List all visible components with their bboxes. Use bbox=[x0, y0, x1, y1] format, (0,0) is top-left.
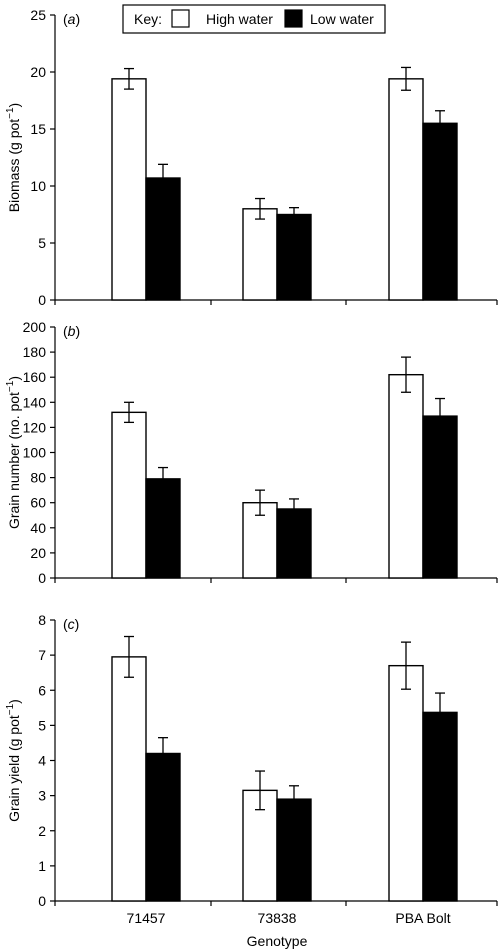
bar-low-water bbox=[276, 213, 312, 301]
y-axis-title-superscript: −1 bbox=[5, 380, 16, 392]
y-axis-title-main: Biomass (g pot bbox=[6, 119, 22, 212]
y-axis-title-main: Grain number (no. pot bbox=[6, 392, 22, 529]
panel-label: (b) bbox=[63, 323, 80, 339]
y-axis-title-close: ) bbox=[6, 376, 22, 381]
y-tick-label: 0 bbox=[38, 292, 46, 308]
bar-low-water bbox=[145, 752, 181, 902]
legend-swatch-low-water bbox=[284, 9, 303, 28]
legend: Key: High water Low water bbox=[122, 4, 386, 34]
y-tick-label: 1 bbox=[38, 858, 46, 874]
y-tick-label: 8 bbox=[38, 612, 46, 628]
y-tick-label: 200 bbox=[23, 319, 47, 335]
panel-c: 0 1 2 3 4 5 6 7 8 (c) Grain yield (g pot−1) 71457 73… bbox=[5, 612, 498, 926]
bar-high-water bbox=[388, 78, 424, 301]
y-tick-label: 15 bbox=[30, 121, 46, 137]
y-axis-title-close: ) bbox=[6, 103, 22, 108]
y-axis-title-main: Grain yield (g pot bbox=[6, 715, 22, 822]
y-tick-label: 180 bbox=[23, 344, 47, 360]
x-axis-title: Genotype bbox=[247, 933, 308, 949]
panel-label-letter: a bbox=[68, 11, 76, 27]
y-tick-label: 3 bbox=[38, 788, 46, 804]
x-tick-label: PBA Bolt bbox=[395, 910, 450, 926]
y-tick-label: 10 bbox=[30, 178, 46, 194]
y-axis-title-superscript: −1 bbox=[5, 107, 16, 119]
panel-label: (c) bbox=[63, 616, 79, 632]
x-tick-label: 71457 bbox=[127, 910, 166, 926]
y-tick-label: 0 bbox=[38, 893, 46, 909]
y-tick-label: 20 bbox=[30, 64, 46, 80]
bar-high-water bbox=[111, 656, 147, 902]
y-tick-label: 40 bbox=[30, 520, 46, 536]
bar-low-water bbox=[276, 798, 312, 902]
y-axis-title-superscript: −1 bbox=[5, 703, 16, 715]
bar-high-water bbox=[388, 664, 424, 902]
panel-label-letter: b bbox=[68, 323, 76, 339]
y-axis-title: Grain number (no. pot−1) bbox=[5, 376, 22, 529]
legend-label-high-water: High water bbox=[206, 11, 273, 27]
y-tick-label: 20 bbox=[30, 545, 46, 561]
panel-b: 0 20 40 60 80 100 120 140 160 180 200 (b) Grain numb… bbox=[5, 319, 498, 586]
y-tick-label: 140 bbox=[23, 394, 47, 410]
legend-box bbox=[122, 4, 386, 34]
y-tick-label: 5 bbox=[38, 235, 46, 251]
y-tick-label: 25 bbox=[30, 7, 46, 23]
bar-low-water bbox=[145, 177, 181, 301]
y-tick-label: 2 bbox=[38, 823, 46, 839]
bar-low-water bbox=[145, 478, 181, 579]
legend-key-label: Key: bbox=[134, 11, 162, 27]
y-axis-title: Grain yield (g pot−1) bbox=[5, 699, 22, 822]
y-axis-title: Biomass (g pot−1) bbox=[5, 103, 22, 212]
y-tick-label: 160 bbox=[23, 369, 47, 385]
y-tick-label: 0 bbox=[38, 570, 46, 586]
y-tick-label: 60 bbox=[30, 495, 46, 511]
bar-low-water bbox=[276, 508, 312, 579]
y-tick-label: 5 bbox=[38, 717, 46, 733]
y-tick-label: 6 bbox=[38, 682, 46, 698]
bar-low-water bbox=[422, 122, 458, 301]
bar-high-water bbox=[111, 411, 147, 579]
panel-label-letter: c bbox=[68, 616, 75, 632]
y-tick-label: 7 bbox=[38, 647, 46, 663]
y-tick-label: 80 bbox=[30, 470, 46, 486]
bar-high-water bbox=[242, 208, 278, 301]
y-tick-label: 120 bbox=[23, 419, 47, 435]
y-tick-label: 4 bbox=[38, 753, 46, 769]
panel-a: 0 5 10 15 20 25 (a) Biomass (g pot−1) bbox=[5, 7, 498, 308]
y-axis-title-close: ) bbox=[6, 699, 22, 704]
panel-label: (a) bbox=[63, 11, 80, 27]
legend-label-low-water: Low water bbox=[310, 11, 374, 27]
bar-high-water bbox=[388, 373, 424, 579]
y-tick-label: 100 bbox=[23, 445, 47, 461]
x-tick-label: 73838 bbox=[258, 910, 297, 926]
bar-low-water bbox=[422, 711, 458, 902]
bar-low-water bbox=[422, 415, 458, 579]
bar-high-water bbox=[111, 78, 147, 301]
legend-swatch-high-water bbox=[171, 9, 190, 28]
